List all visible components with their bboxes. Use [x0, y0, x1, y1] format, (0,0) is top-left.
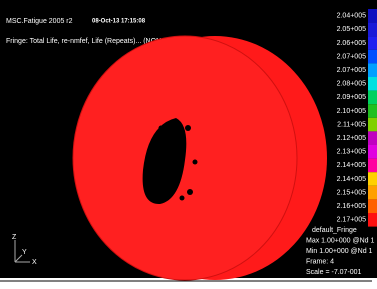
legend-label: 2.08+005: [337, 81, 366, 88]
legend-label: 2.10+005: [337, 108, 366, 115]
legend-label: 2.04+005: [337, 13, 366, 20]
z-label: Z: [12, 234, 17, 241]
x-label: X: [32, 259, 37, 266]
legend-swatch: [368, 118, 377, 132]
legend-swatch: [368, 63, 377, 77]
legend-label: 2.16+005: [337, 203, 366, 210]
legend-swatch: [368, 23, 377, 37]
bolt-hole: [180, 196, 185, 201]
model: [73, 36, 327, 280]
legend-swatch: [368, 159, 377, 173]
legend-label: 2.07+005: [337, 67, 366, 74]
legend-label: 2.06+005: [337, 40, 366, 47]
info-line: default_Fringe: [312, 227, 357, 234]
legend-swatch: [368, 91, 377, 105]
legend-swatch: [368, 213, 377, 227]
legend-label: 2.07+005: [337, 53, 366, 60]
bolt-hole: [187, 189, 193, 195]
legend-swatch: [368, 131, 377, 145]
legend-label: 2.17+005: [337, 217, 366, 224]
legend-label: 2.12+005: [337, 135, 366, 142]
screen: MSC.Fatigue 2005 r2 08-Oct-13 17:15:08 F…: [0, 0, 377, 289]
info-line: Max 1.00+000 @Nd 1: [306, 237, 375, 244]
legend-swatch: [368, 172, 377, 186]
legend-swatch: [368, 104, 377, 118]
legend-swatch: [368, 186, 377, 200]
legend-swatch: [368, 199, 377, 213]
info-line: Min 1.00+000 @Nd 1: [306, 248, 373, 255]
bolt-hole: [159, 126, 164, 131]
legend-swatch: [368, 77, 377, 91]
legend-label: 2.05+005: [337, 26, 366, 33]
legend-label: 2.15+005: [337, 189, 366, 196]
legend-label: 2.11+005: [337, 121, 366, 128]
legend-swatch: [368, 9, 377, 23]
legend-swatch: [368, 36, 377, 50]
legend-swatch: [368, 145, 377, 159]
bolt-hole: [193, 160, 198, 165]
info-line: Scale = -7.07-001: [306, 269, 362, 276]
legend-label: 2.13+005: [337, 149, 366, 156]
legend-label: 2.09+005: [337, 94, 366, 101]
legend-swatch: [368, 50, 377, 64]
legend-label: 2.14+005: [337, 176, 366, 183]
timestamp: 08-Oct-13 17:15:08: [92, 19, 146, 25]
app-name: MSC.Fatigue 2005 r2: [6, 18, 73, 25]
info-line: Frame: 4: [306, 258, 334, 265]
legend-label: 2.14+005: [337, 162, 366, 169]
bolt-hole: [185, 125, 191, 131]
y-label: Y: [22, 249, 27, 256]
